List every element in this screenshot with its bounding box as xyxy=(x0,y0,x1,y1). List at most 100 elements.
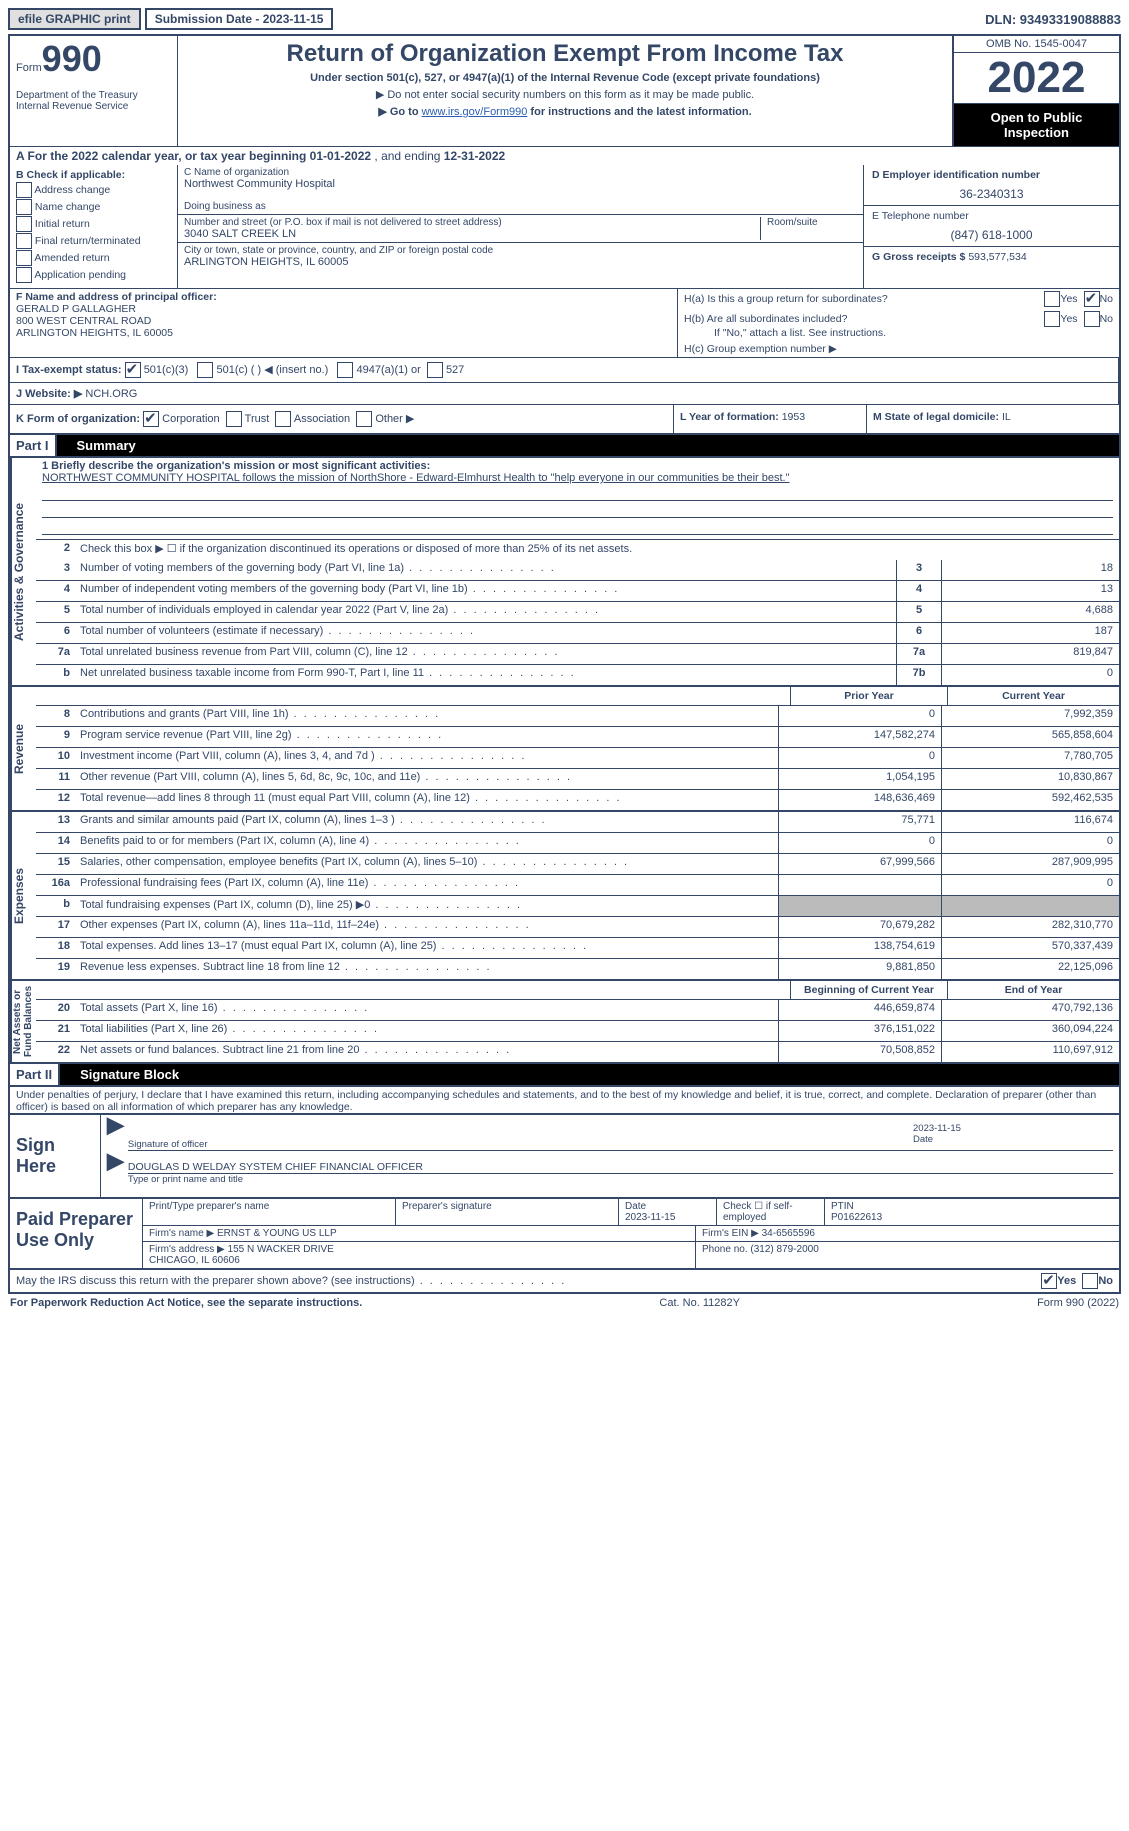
summary-row: 6Total number of volunteers (estimate if… xyxy=(36,623,1119,644)
summary-row: 3Number of voting members of the governi… xyxy=(36,560,1119,581)
summary-row: 5Total number of individuals employed in… xyxy=(36,602,1119,623)
row-prior: 138,754,619 xyxy=(778,938,941,958)
chk-initial[interactable] xyxy=(16,216,32,232)
row-box: 4 xyxy=(896,581,941,601)
omb-year-box: OMB No. 1545-0047 2022 Open to Public In… xyxy=(952,36,1119,146)
mission-label: 1 Briefly describe the organization's mi… xyxy=(42,460,430,472)
department: Department of the Treasury Internal Reve… xyxy=(16,90,171,112)
row-num: 10 xyxy=(36,748,76,768)
prep-name-label: Print/Type preparer's name xyxy=(149,1201,269,1212)
officer-addr: 800 WEST CENTRAL ROAD ARLINGTON HEIGHTS,… xyxy=(16,315,173,339)
discuss-no[interactable] xyxy=(1082,1273,1098,1289)
section-h: H(a) Is this a group return for subordin… xyxy=(678,289,1119,357)
sig-date-label: Date xyxy=(913,1134,933,1145)
vtab-activities: Activities & Governance xyxy=(10,458,36,685)
efile-button[interactable]: efile GRAPHIC print xyxy=(8,8,141,30)
firm-ein: 34-6565596 xyxy=(762,1228,815,1239)
city-label: City or town, state or province, country… xyxy=(184,245,857,256)
chk-501c[interactable] xyxy=(197,362,213,378)
org-name-label: C Name of organization xyxy=(184,167,857,178)
summary-row: 8Contributions and grants (Part VIII, li… xyxy=(36,706,1119,727)
arrow-icon: ▶ xyxy=(107,1155,128,1185)
chk-amended[interactable] xyxy=(16,250,32,266)
firm-addr-label: Firm's address ▶ xyxy=(149,1244,225,1255)
row-box: 7b xyxy=(896,665,941,685)
hb-label: H(b) Are all subordinates included? xyxy=(684,313,1044,325)
part2-num: Part II xyxy=(10,1064,60,1085)
addr: 3040 SALT CREEK LN xyxy=(184,228,296,240)
ptin-label: PTIN xyxy=(831,1201,854,1212)
ptin: P01622613 xyxy=(831,1212,882,1223)
chk-name[interactable] xyxy=(16,199,32,215)
officer-name: GERALD P GALLAGHER xyxy=(16,303,136,315)
chk-4947[interactable] xyxy=(337,362,353,378)
hb-no[interactable] xyxy=(1084,311,1100,327)
form-prefix: Form xyxy=(16,62,42,74)
chk-address[interactable] xyxy=(16,182,32,198)
row-num: 13 xyxy=(36,812,76,832)
row-num: 11 xyxy=(36,769,76,789)
penalties-text: Under penalties of perjury, I declare th… xyxy=(8,1087,1121,1115)
section-l: L Year of formation: 1953 xyxy=(673,405,866,433)
sig-officer-label: Signature of officer xyxy=(128,1139,913,1150)
sign-here-label: Sign Here xyxy=(10,1115,101,1197)
firm-label: Firm's name ▶ xyxy=(149,1228,214,1239)
chk-501c3[interactable] xyxy=(125,362,141,378)
row-current: 110,697,912 xyxy=(941,1042,1119,1062)
row-num: 22 xyxy=(36,1042,76,1062)
row-label: Net assets or fund balances. Subtract li… xyxy=(76,1042,778,1062)
section-k: K Form of organization: Corporation Trus… xyxy=(10,405,673,433)
summary-row: 18Total expenses. Add lines 13–17 (must … xyxy=(36,938,1119,959)
row-current: 570,337,439 xyxy=(941,938,1119,958)
sig-name-label: Type or print name and title xyxy=(128,1174,1113,1185)
row-current: 10,830,867 xyxy=(941,769,1119,789)
row-num: 3 xyxy=(36,560,76,580)
dln: DLN: 93493319088883 xyxy=(985,12,1121,27)
row-current: 0 xyxy=(941,833,1119,853)
chk-other[interactable] xyxy=(356,411,372,427)
row-num: 18 xyxy=(36,938,76,958)
row-prior: 148,636,469 xyxy=(778,790,941,810)
chk-527[interactable] xyxy=(427,362,443,378)
gross-label: G Gross receipts $ xyxy=(872,251,965,263)
ha-label: H(a) Is this a group return for subordin… xyxy=(684,293,1044,305)
row-2-text: Check this box ▶ ☐ if the organization d… xyxy=(76,540,1119,560)
line-a: A For the 2022 calendar year, or tax yea… xyxy=(10,147,511,165)
b-header: B Check if applicable: xyxy=(16,169,125,181)
footer-mid: Cat. No. 11282Y xyxy=(659,1297,740,1309)
ha-yes[interactable] xyxy=(1044,291,1060,307)
row-current: 282,310,770 xyxy=(941,917,1119,937)
row-num: 15 xyxy=(36,854,76,874)
omb-number: OMB No. 1545-0047 xyxy=(954,36,1119,53)
row-current: 116,674 xyxy=(941,812,1119,832)
footer-right: Form 990 (2022) xyxy=(1037,1297,1119,1309)
row-current: 565,858,604 xyxy=(941,727,1119,747)
section-c: C Name of organization Northwest Communi… xyxy=(178,165,864,288)
firm: ERNST & YOUNG US LLP xyxy=(217,1228,337,1239)
discuss-yes[interactable] xyxy=(1041,1273,1057,1289)
chk-corp[interactable] xyxy=(143,411,159,427)
discuss-text: May the IRS discuss this return with the… xyxy=(16,1275,1041,1287)
summary-row: 19Revenue less expenses. Subtract line 1… xyxy=(36,959,1119,979)
hb-yes[interactable] xyxy=(1044,311,1060,327)
chk-final[interactable] xyxy=(16,233,32,249)
row-label: Contributions and grants (Part VIII, lin… xyxy=(76,706,778,726)
row-num: 19 xyxy=(36,959,76,979)
section-b: B Check if applicable: Address change Na… xyxy=(10,165,178,288)
row-val: 4,688 xyxy=(941,602,1119,622)
chk-pending[interactable] xyxy=(16,267,32,283)
chk-trust[interactable] xyxy=(226,411,242,427)
row-val: 13 xyxy=(941,581,1119,601)
summary-row: 10Investment income (Part VIII, column (… xyxy=(36,748,1119,769)
irs-link[interactable]: www.irs.gov/Form990 xyxy=(422,106,528,118)
row-label: Other revenue (Part VIII, column (A), li… xyxy=(76,769,778,789)
row-box: 7a xyxy=(896,644,941,664)
row-prior: 0 xyxy=(778,833,941,853)
ha-no[interactable] xyxy=(1084,291,1100,307)
part1-title: Summary xyxy=(77,438,136,453)
open-to-public: Open to Public Inspection xyxy=(954,104,1119,146)
chk-assoc[interactable] xyxy=(275,411,291,427)
summary-row: 14Benefits paid to or for members (Part … xyxy=(36,833,1119,854)
row-current: 0 xyxy=(941,875,1119,895)
vtab-expenses: Expenses xyxy=(10,812,36,979)
